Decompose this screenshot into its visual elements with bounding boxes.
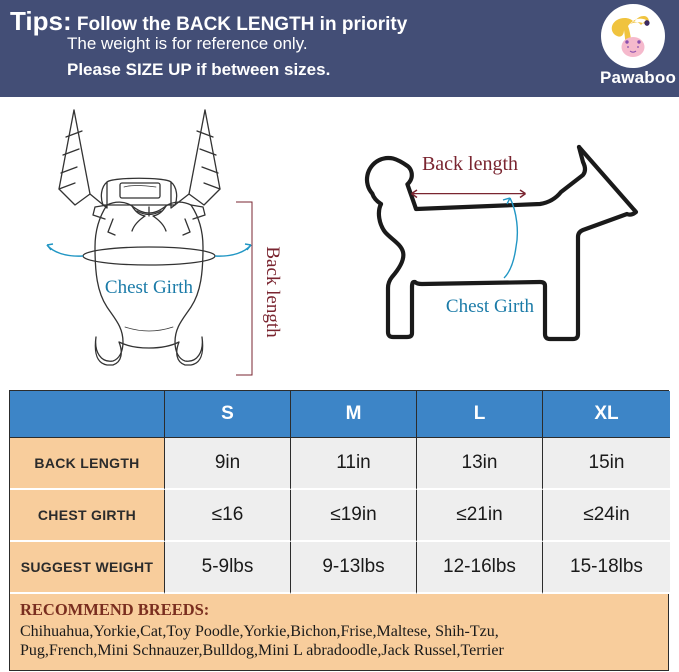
svg-text:Chest Girth: Chest Girth bbox=[446, 296, 535, 317]
svg-text:Back length: Back length bbox=[262, 246, 283, 338]
svg-text:Chest Girth: Chest Girth bbox=[105, 277, 194, 298]
svg-text:Back length: Back length bbox=[422, 153, 518, 175]
